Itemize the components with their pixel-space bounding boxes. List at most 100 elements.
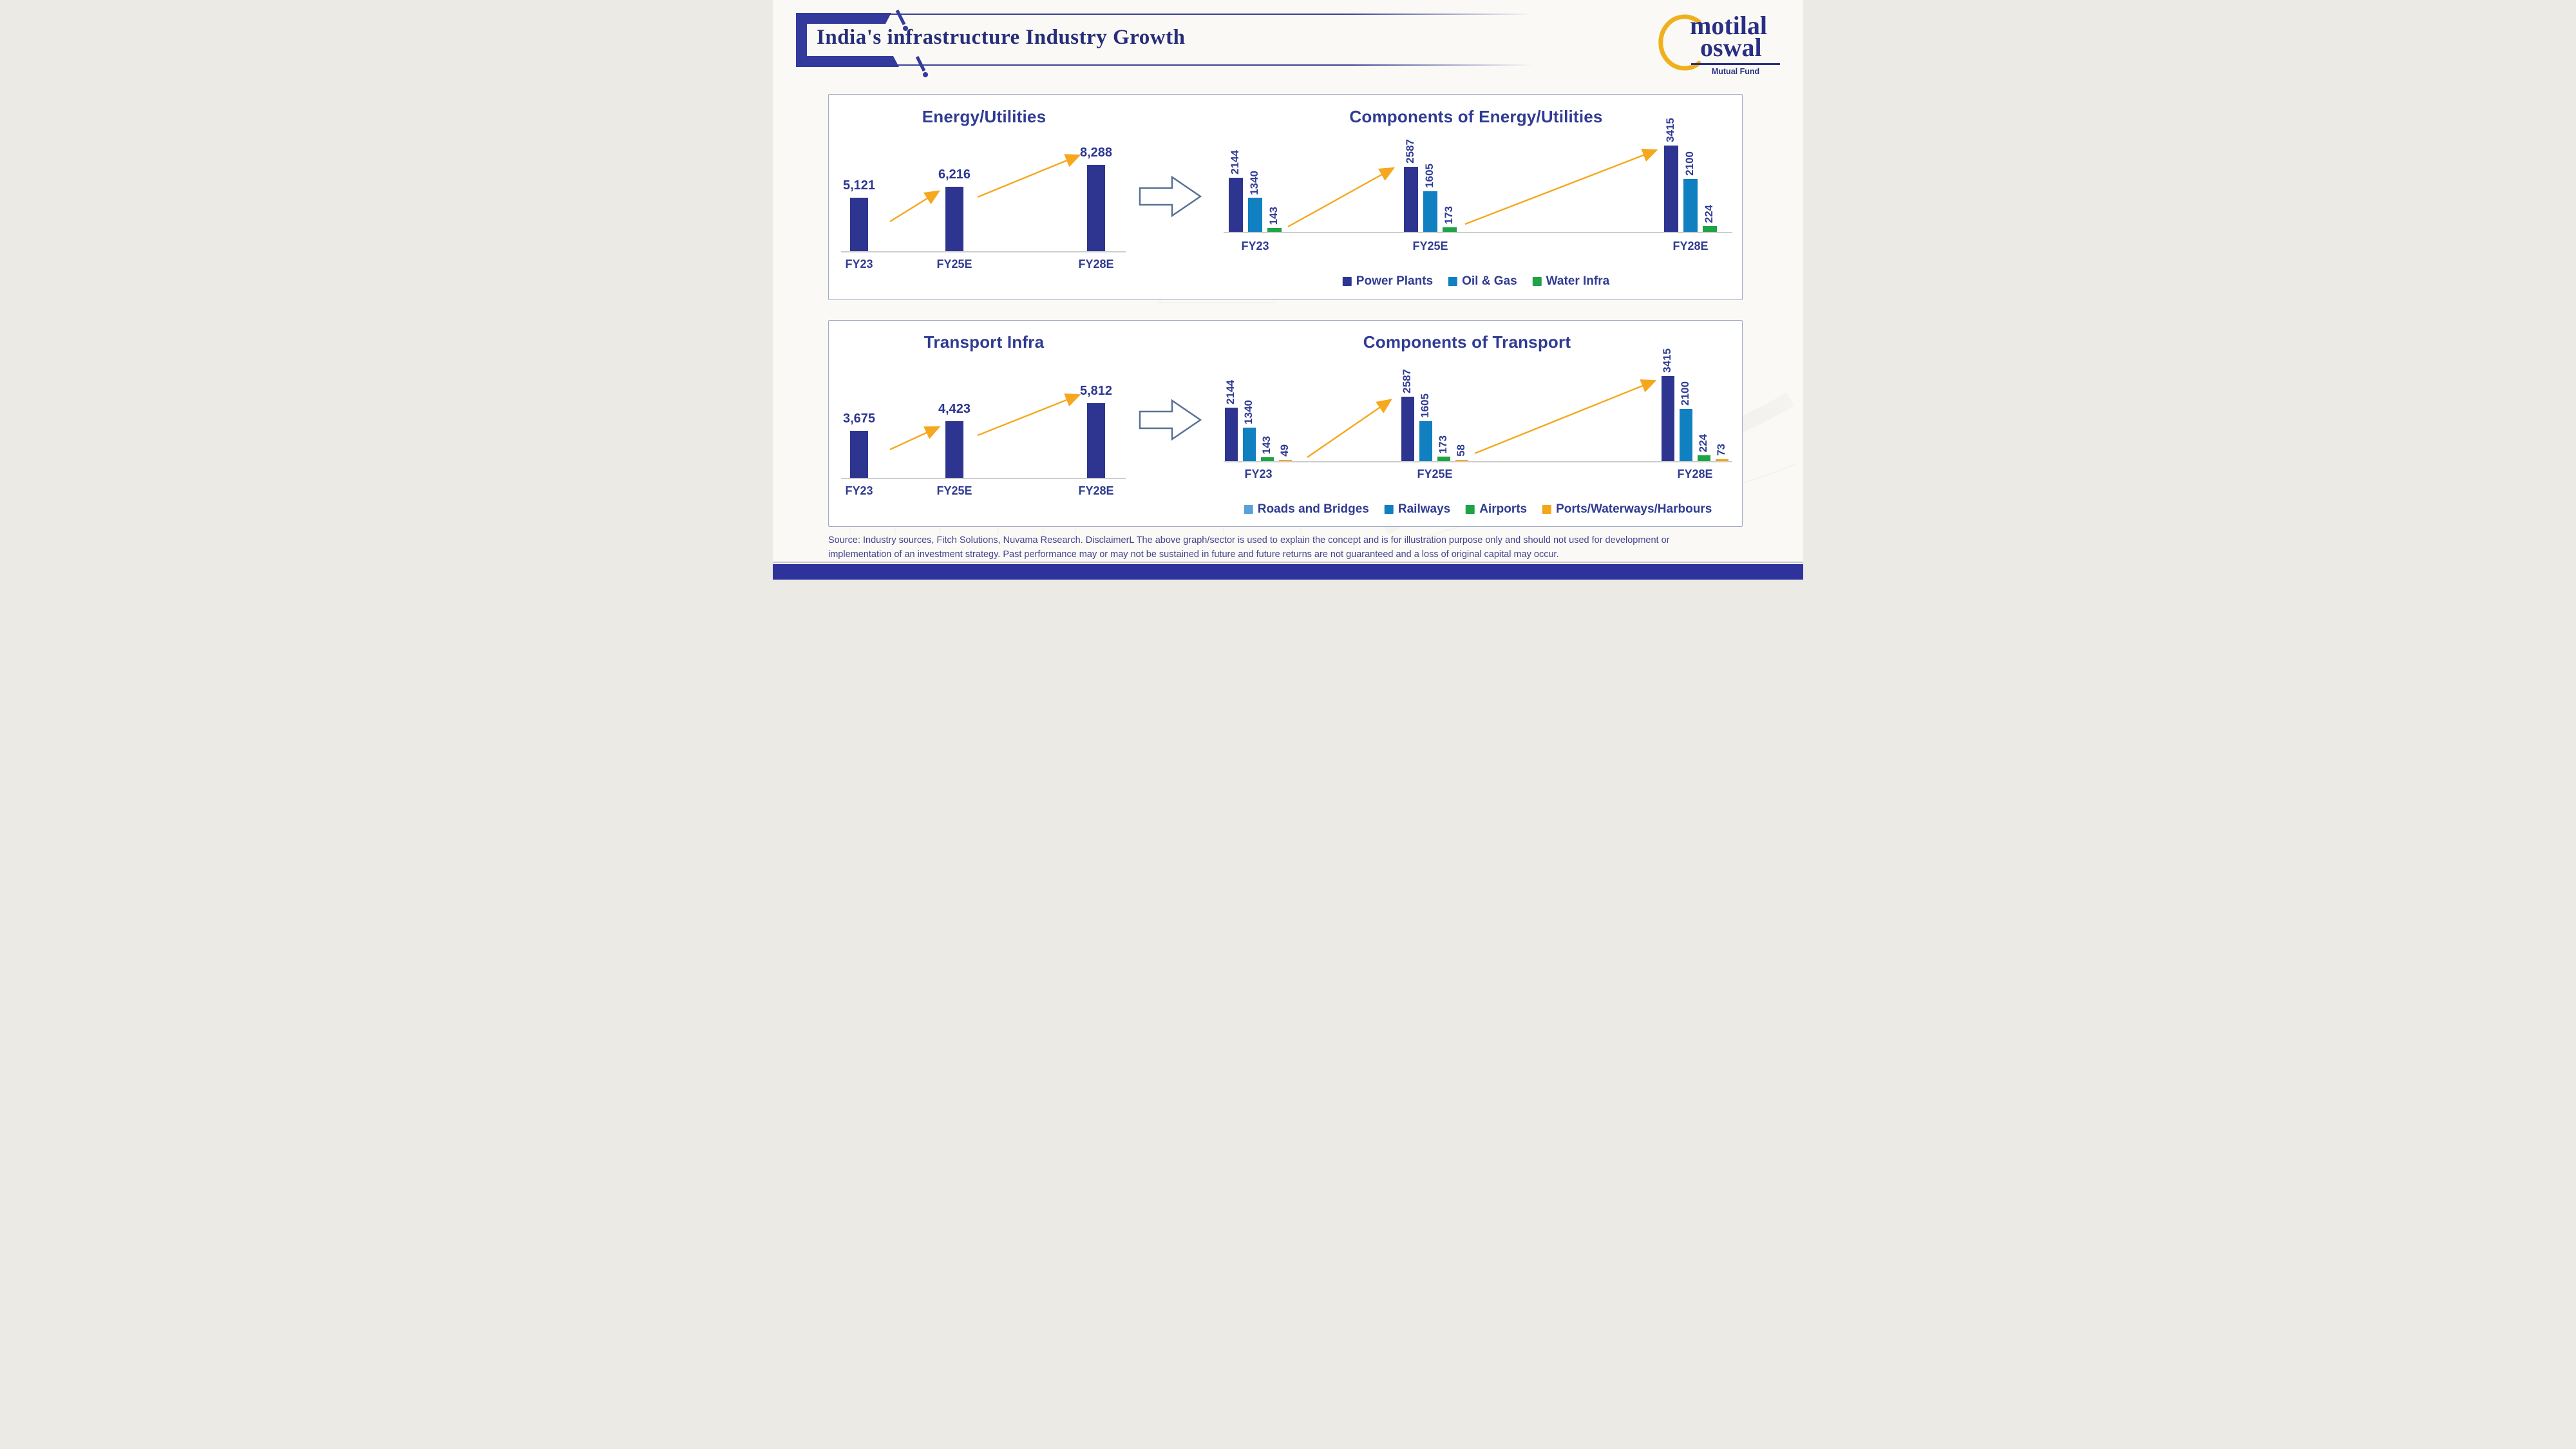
bar-value-label: 2587 [1404, 138, 1416, 164]
legend-label: Ports/Waterways/Harbours [1556, 502, 1712, 516]
chart-legend: Power Plants Oil & Gas Water Infra [1342, 274, 1610, 289]
legend-item-roads-and-bridges: Roads and Bridges [1244, 502, 1369, 516]
axis-category-label: FY23 [845, 484, 873, 497]
axis-category-label: FY28E [1672, 240, 1709, 252]
source-line-1: Source: Industry sources, Fitch Solution… [828, 535, 1670, 545]
bar-total [850, 430, 868, 478]
bar-roads-and-bridges [1225, 408, 1238, 461]
bar-value-label: 8,288 [1079, 146, 1113, 160]
bar-power-plants [1404, 166, 1418, 232]
bar-ports-waterways-harbours [1455, 459, 1468, 461]
axis-category-label: FY23 [845, 258, 873, 270]
legend-swatch [1542, 505, 1552, 514]
bar-value-label: 224 [1697, 433, 1709, 453]
bar-value-label: 5,812 [1079, 384, 1113, 398]
infographic-canvas: India's infrastructure Industry Growth m… [773, 0, 1803, 580]
brand-logo: motilal oswal Mutual Fund [1653, 4, 1788, 80]
bar-value-label: 2144 [1224, 380, 1236, 405]
bar-oil-gas [1683, 178, 1698, 232]
bar-oil-gas [1248, 198, 1262, 232]
bar-railways [1419, 421, 1432, 461]
axis-category-label: FY25E [936, 258, 972, 270]
logo-word-2: oswal [1700, 33, 1762, 62]
chart-title-transport-components: Components of Transport [1363, 332, 1571, 352]
axis-category-label: FY23 [1241, 240, 1269, 252]
axis-category-label: FY28E [1677, 468, 1713, 480]
bar-airports [1437, 457, 1450, 461]
bar-value-label: 1340 [1242, 400, 1255, 425]
bar-total [945, 421, 963, 478]
chart-title-energy-components: Components of Energy/Utilities [1349, 107, 1603, 126]
logo-subtitle: Mutual Fund [1711, 67, 1760, 76]
bar-value-label: 3,675 [842, 411, 876, 426]
header-bottom-line [799, 64, 1533, 66]
bar-value-label: 3415 [1664, 118, 1676, 142]
bar-value-label: 2100 [1683, 151, 1696, 176]
bar-value-label: 73 [1715, 444, 1727, 457]
legend-item-water-infra: Water Infra [1532, 274, 1610, 289]
bar-value-label: 4,423 [938, 401, 971, 416]
header-top-line [799, 14, 1533, 15]
page-title: India's infrastructure Industry Growth [817, 26, 1186, 49]
legend-swatch [1466, 505, 1475, 514]
bar-value-label: 1340 [1248, 170, 1260, 195]
legend-item-ports-waterways-harbours: Ports/Waterways/Harbours [1542, 502, 1712, 516]
legend-item-power-plants: Power Plants [1342, 274, 1434, 289]
bar-oil-gas [1423, 191, 1437, 232]
source-disclaimer: Source: Industry sources, Fitch Solution… [828, 533, 1768, 562]
legend-label: Power Plants [1356, 274, 1434, 288]
bar-value-label: 49 [1278, 444, 1291, 457]
bar-value-label: 173 [1437, 435, 1449, 454]
header-bracket-top [796, 13, 891, 24]
chart-baseline [841, 251, 1126, 252]
legend-label: Oil & Gas [1462, 274, 1517, 288]
bar-water-infra [1267, 228, 1282, 232]
legend-swatch [1532, 277, 1542, 286]
bar-value-label: 2144 [1229, 150, 1241, 175]
bar-railways [1680, 408, 1692, 461]
bar-total [1087, 165, 1105, 251]
bar-roads-and-bridges [1401, 397, 1414, 461]
bar-value-label: 6,216 [938, 167, 971, 182]
legend-label: Roads and Bridges [1257, 502, 1369, 516]
bar-total [850, 198, 868, 251]
bar-value-label: 1605 [1419, 393, 1431, 418]
chart-baseline [841, 478, 1126, 479]
legend-swatch [1384, 505, 1394, 514]
bar-value-label: 5,121 [842, 178, 876, 193]
legend-label: Railways [1397, 502, 1451, 516]
bar-value-label: 2587 [1401, 369, 1413, 394]
bar-total [945, 186, 963, 251]
axis-category-label: FY25E [936, 484, 972, 497]
legend-item-oil-gas: Oil & Gas [1448, 274, 1517, 289]
bar-power-plants [1229, 177, 1243, 232]
bar-power-plants [1664, 146, 1678, 232]
bar-value-label: 2100 [1679, 381, 1691, 406]
bar-water-infra [1703, 226, 1717, 232]
source-line-2: implementation of an investment strategy… [828, 549, 1559, 560]
bar-water-infra [1443, 227, 1457, 232]
axis-category-label: FY28E [1078, 484, 1114, 497]
axis-category-label: FY23 [1244, 468, 1273, 480]
legend-label: Water Infra [1546, 274, 1610, 288]
axis-category-label: FY25E [1412, 240, 1448, 252]
bar-ports-waterways-harbours [1279, 460, 1292, 461]
bar-value-label: 224 [1703, 204, 1715, 223]
chart-title-energy-total: Energy/Utilities [922, 107, 1046, 126]
bar-airports [1261, 457, 1274, 461]
bar-value-label: 3415 [1661, 348, 1673, 373]
chart-baseline [1224, 461, 1732, 462]
logo-word-1: motilal [1690, 11, 1767, 40]
bar-value-label: 173 [1443, 205, 1455, 225]
bar-value-label: 58 [1455, 444, 1467, 457]
chart-baseline [1224, 232, 1732, 233]
legend-swatch [1244, 505, 1253, 514]
bar-value-label: 143 [1267, 207, 1280, 225]
footer-bar [773, 564, 1803, 580]
header-bracket-bottom [796, 56, 899, 67]
legend-label: Airports [1479, 502, 1528, 516]
legend-swatch [1448, 277, 1458, 286]
bar-roads-and-bridges [1662, 376, 1674, 461]
footer-divider [773, 562, 1803, 563]
legend-item-railways: Railways [1384, 502, 1451, 516]
